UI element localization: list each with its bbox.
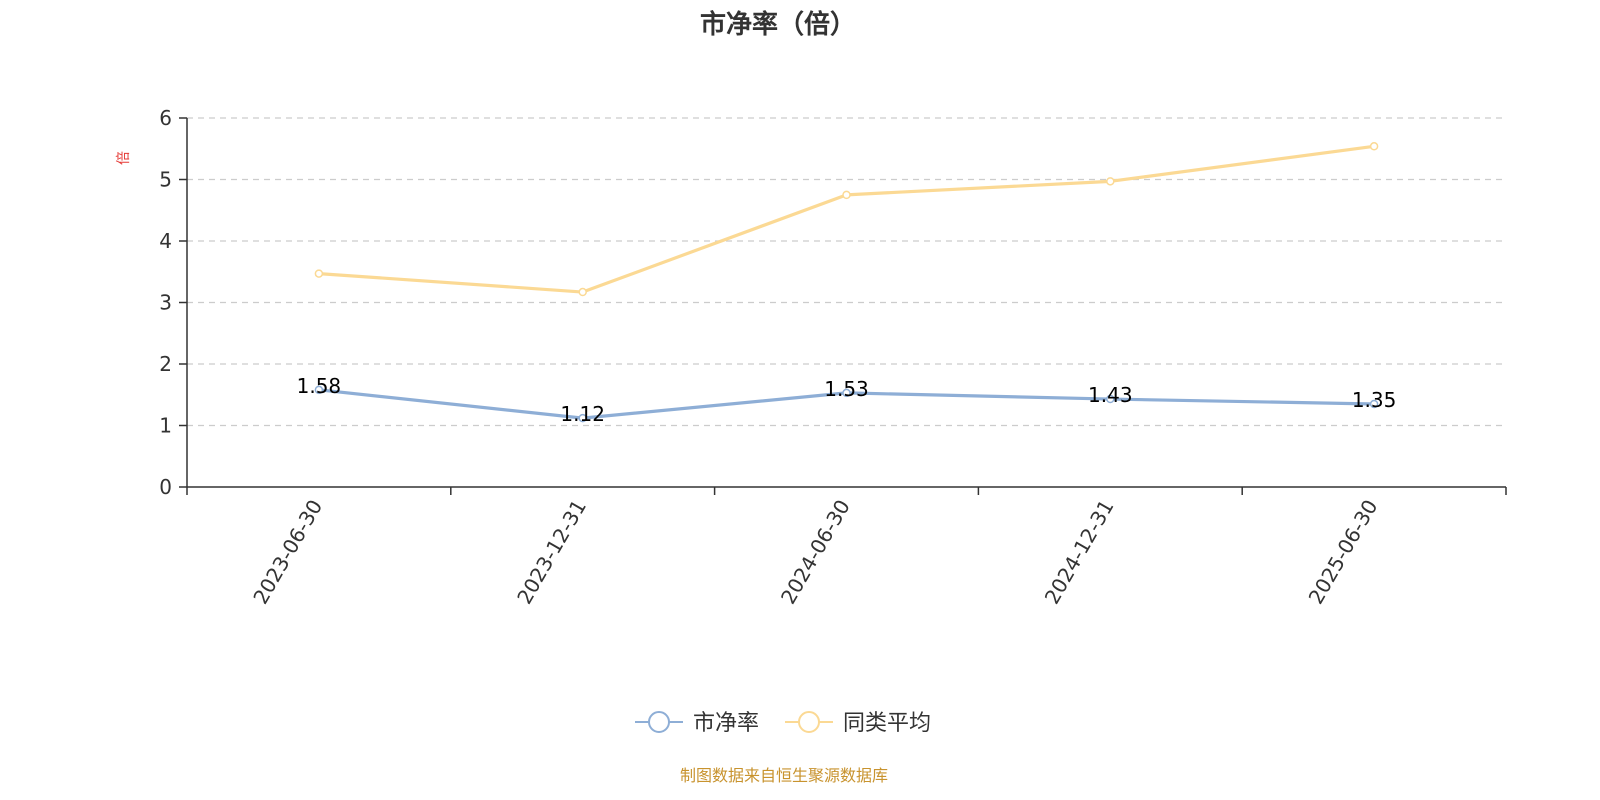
y-axis-unit-label: 倍 (116, 151, 132, 165)
y-tick-label: 0 (159, 475, 172, 499)
data-label: 1.12 (560, 402, 605, 426)
legend-label: 市净率 (693, 711, 759, 736)
x-tick-label: 2024-06-30 (776, 496, 855, 609)
series-line-2 (318, 144, 1375, 294)
y-tick-label: 4 (159, 229, 172, 253)
y-tick-label: 1 (159, 414, 172, 438)
data-point (1369, 399, 1379, 409)
legend-marker (798, 711, 820, 733)
data-point (578, 287, 587, 297)
x-tick-label: 2023-06-30 (248, 496, 327, 609)
legend-label: 同类平均 (843, 711, 931, 736)
data-point (1106, 394, 1115, 404)
data-labels: 1.58 1.12 1.53 1.43 1.35 (297, 374, 1397, 426)
y-tick-label: 3 (159, 291, 172, 315)
data-point (842, 190, 851, 200)
data-point (314, 269, 324, 278)
y-tick-label: 5 (159, 168, 172, 192)
x-tick-label: 2023-12-31 (512, 496, 591, 609)
data-point (1106, 177, 1115, 186)
data-point (314, 385, 324, 395)
data-label: 1.58 (297, 374, 342, 398)
data-point (578, 413, 587, 423)
data-source-note: 制图数据来自恒生聚源数据库 (680, 766, 888, 785)
y-tick-label: 2 (159, 352, 172, 376)
data-point (842, 388, 851, 398)
data-point (1369, 142, 1379, 151)
legend-marker (648, 711, 670, 733)
x-tick-label: 2025-06-30 (1304, 496, 1383, 609)
x-tick-label: 2024-12-31 (1040, 496, 1119, 609)
axes: 0 1 2 3 4 5 6 2023-06-30 2023-12-31 2024-06-30 202… (159, 106, 1507, 609)
legend[interactable]: 市净率 同类平均 (635, 711, 931, 736)
legend-item-1[interactable]: 市净率 (635, 711, 759, 736)
y-tick-label: 6 (159, 106, 172, 130)
series-lines (314, 142, 1379, 423)
data-label: 1.53 (824, 377, 869, 401)
data-label: 1.35 (1352, 388, 1397, 412)
legend-item-2[interactable]: 同类平均 (785, 711, 931, 736)
data-label: 1.43 (1088, 383, 1133, 407)
chart-title: 市净率（倍） (700, 9, 856, 40)
